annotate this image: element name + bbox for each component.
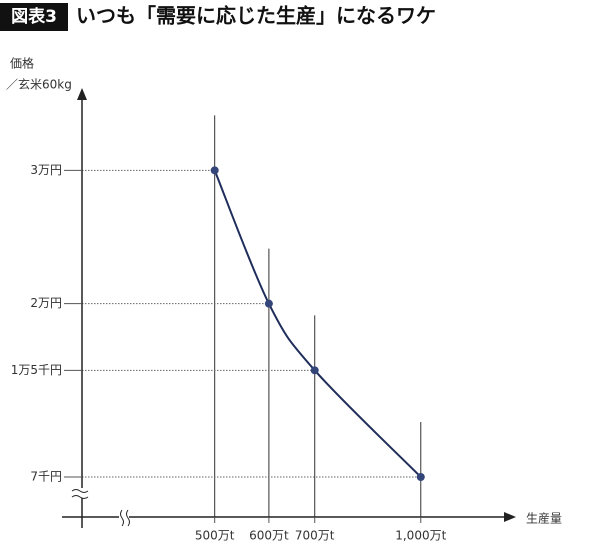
- chart-title: いつも「需要に応じた生産」になるワケ: [76, 4, 436, 28]
- x-tick-label: 1,000万t: [395, 529, 446, 543]
- y-axis-label: 価格: [10, 56, 34, 71]
- point: [310, 366, 319, 375]
- x-axis-break: [120, 509, 130, 527]
- y-tick-label: 3万円: [30, 163, 62, 177]
- y-tick-label: 1万5千円: [11, 363, 62, 377]
- x-tick-label: 500万t: [195, 529, 235, 543]
- badge: 図表3: [11, 6, 57, 27]
- y-axis-label: ／玄米60kg: [6, 77, 72, 92]
- point: [210, 166, 219, 175]
- badge-box: [0, 3, 68, 31]
- axis-break-gap: [119, 510, 129, 524]
- y-axis-break: [71, 489, 89, 499]
- y-tick-label: 2万円: [30, 296, 62, 310]
- x-axis-label: 生産量: [526, 511, 562, 526]
- point: [264, 299, 273, 308]
- point: [416, 473, 425, 481]
- axis-break-gap: [70, 488, 94, 498]
- x-tick-label: 700万t: [295, 529, 335, 543]
- curve: [213, 169, 422, 478]
- x-axis-arrow: [504, 512, 516, 522]
- y-axis-arrow: [77, 88, 87, 100]
- x-tick-label: 600万t: [249, 529, 289, 543]
- y-tick-label: 7千円: [30, 470, 62, 484]
